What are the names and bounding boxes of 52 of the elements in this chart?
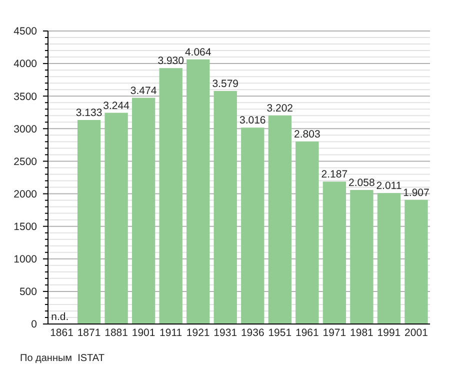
y-tick-label: 2500 — [14, 156, 38, 168]
bar — [350, 190, 374, 324]
y-tick-label: 1500 — [14, 221, 38, 234]
y-tick-label: 4500 — [14, 26, 38, 38]
bar — [214, 90, 237, 324]
x-tick-label: 1961 — [295, 327, 320, 339]
data-label: 3.016 — [239, 114, 266, 127]
bar — [186, 59, 210, 324]
x-tick-label: 1931 — [214, 327, 238, 339]
data-label: 2.058 — [348, 177, 375, 189]
bar — [241, 128, 264, 324]
data-label: 2.187 — [321, 168, 348, 181]
bar — [104, 112, 128, 324]
x-tick-label: 1871 — [77, 327, 101, 339]
y-tick-label: 3000 — [14, 123, 38, 136]
data-label: 3.133 — [76, 107, 102, 120]
y-tick-label: 500 — [19, 286, 38, 298]
bar — [159, 68, 182, 324]
x-tick-label: 1881 — [104, 327, 128, 339]
text: По данным ISTAT — [20, 353, 104, 364]
bar — [268, 116, 292, 324]
y-tick-label: 1000 — [14, 254, 38, 266]
y-tick-label: 2000 — [14, 188, 38, 200]
x-tick-label: 1971 — [322, 327, 346, 339]
bar — [404, 200, 428, 324]
data-label: 2.011 — [376, 180, 402, 192]
data-label: 3.579 — [212, 78, 239, 90]
text: n.d. — [51, 311, 69, 323]
data-label: 1.907 — [403, 186, 430, 199]
x-tick-label: 2001 — [404, 327, 428, 339]
bar — [377, 193, 401, 324]
bar — [77, 120, 101, 324]
data-label: 3.474 — [130, 84, 157, 97]
x-tick-label: 1911 — [160, 327, 182, 339]
data-label: 4.064 — [184, 46, 212, 58]
x-tick-label: 1951 — [268, 327, 292, 339]
x-tick-label: 1901 — [132, 327, 156, 339]
data-label: 2.803 — [294, 128, 320, 140]
bar — [132, 98, 156, 324]
bar — [296, 141, 319, 324]
bar — [322, 182, 346, 324]
x-tick-label: 1921 — [186, 327, 210, 339]
y-tick-label: 0 — [31, 318, 38, 331]
y-tick-label: 3500 — [14, 90, 38, 103]
data-label: 3.930 — [158, 55, 184, 68]
data-label: 3.244 — [103, 100, 130, 112]
x-tick-label: 1936 — [240, 327, 264, 339]
data-label: 3.202 — [266, 102, 294, 115]
y-tick-label: 4000 — [14, 58, 38, 70]
x-tick-label: 1991 — [377, 327, 401, 339]
x-tick-label: 1861 — [50, 327, 74, 339]
x-tick-label: 1981 — [350, 327, 374, 339]
